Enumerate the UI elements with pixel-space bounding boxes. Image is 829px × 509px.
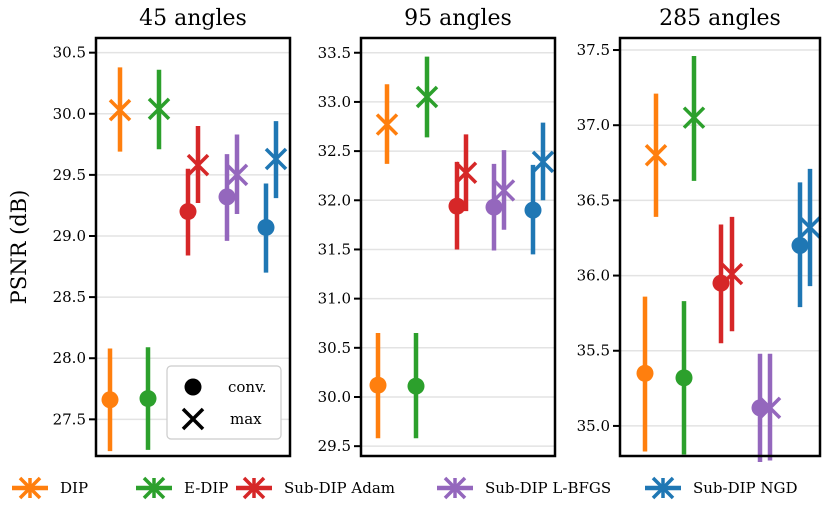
conv-point [448,197,466,215]
max-point [682,106,706,129]
series-sub-dip-l-bfgs [485,150,516,251]
series-e-dip [407,56,439,439]
legend-item-e-dip: E-DIP [136,476,228,500]
max-marker-icon [181,407,205,431]
legend-item-sub-dip-ngd: Sub-DIP NGD [645,476,798,500]
panel-title: 285 angles [659,6,781,31]
conv-point [791,236,809,254]
max-point [454,161,478,184]
panel-title: 45 angles [139,6,247,31]
max-point [531,150,555,174]
conv-point [407,377,425,395]
y-tick-label: 31.5 [318,240,351,258]
series-sub-dip-ngd [257,121,288,273]
max-point [375,113,399,136]
legend-item-sub-dip-adam: Sub-DIP Adam [236,476,395,500]
series-sub-dip-adam [179,126,210,256]
y-tick-label: 28.0 [53,349,86,367]
conv-marker-icon [184,378,202,396]
max-point [225,163,249,187]
panel-frame [94,36,292,458]
y-tick-label: 29.5 [318,437,351,455]
conv-point [139,390,157,408]
y-tick-label: 32.0 [318,191,351,209]
conv-point [524,201,542,219]
series-sub-dip-l-bfgs [218,134,249,241]
legend-label: Sub-DIP Adam [284,479,395,497]
series-e-dip [675,56,706,455]
panels: 27.5 28.0 28.5 29.0 29.5 30.0 30.5 45 angles con… [53,6,822,463]
panel-1: 27.5 28.0 28.5 29.0 29.5 30.0 30.5 45 angles con… [53,6,292,458]
legend-item-sub-dip-l-bfgs: Sub-DIP L-BFGS [437,476,611,500]
series-dip [369,84,399,439]
series-e-dip [139,69,171,450]
y-tick-label: 35.5 [577,342,610,360]
panel-frame [359,36,557,458]
legend-label: E-DIP [184,479,228,497]
y-axis-label: PSNR (dB) [7,190,31,305]
series-sub-dip-adam [448,134,478,250]
panel-frame [618,36,822,458]
max-legend-label: max [230,410,262,428]
max-point [758,396,782,420]
method-legend: DIP E-DIP Sub-DIP Adam Sub-DIP L-BFGS Sub-DI… [12,476,798,500]
series-sub-dip-ngd [524,122,555,255]
legend-item-dip: DIP [12,476,88,500]
conv-point [675,369,693,387]
max-point [644,144,668,167]
conv-point [101,391,119,409]
y-tick-label: 32.5 [318,142,351,160]
legend-label: DIP [60,479,88,497]
marker-legend: conv. max [166,365,282,440]
y-tick-label: 36.5 [577,191,610,209]
y-tick-label: 30.0 [318,388,351,406]
y-tick-label: 29.0 [53,227,86,245]
legend-label: Sub-DIP L-BFGS [485,479,611,497]
y-tick-label: 31.0 [318,290,351,308]
y-tick-label: 30.5 [53,44,86,62]
conv-point [179,203,197,221]
max-point [798,216,822,239]
max-point [264,147,288,171]
y-tick-label: 37.5 [577,41,610,59]
max-point [492,179,516,202]
y-tick-label: 37.0 [577,116,610,134]
max-point [186,153,210,177]
max-point [147,97,171,121]
panel-2: 29.5 30.0 30.5 31.0 31.5 32.0 32.5 33.0 33.5 95 a… [318,6,557,458]
series-dip [636,93,668,452]
y-tick-label: 33.5 [318,44,351,62]
legend-label: Sub-DIP NGD [693,479,798,497]
series-sub-dip-ngd [791,168,822,308]
y-tick-label: 29.5 [53,166,86,184]
y-tick-label: 33.0 [318,93,351,111]
series-dip [101,67,132,452]
conv-point [218,188,236,206]
series-sub-dip-l-bfgs [751,353,782,463]
y-tick-label: 28.5 [53,288,86,306]
y-tick-label: 36.0 [577,267,610,285]
conv-point [257,218,275,236]
conv-legend-label: conv. [228,378,267,396]
panel-3: 35.0 35.5 36.0 36.5 37.0 37.5 285 angles [577,6,822,463]
y-tick-label: 27.5 [53,410,86,428]
max-point [108,98,132,122]
series-sub-dip-adam [712,216,744,344]
panel-title: 95 angles [404,6,512,31]
y-tick-label: 30.0 [53,105,86,123]
max-point [720,262,744,286]
conv-point [636,364,654,382]
conv-point [369,376,387,394]
y-tick-label: 30.5 [318,339,351,357]
max-point [415,85,439,109]
conv-point [485,198,503,216]
y-tick-label: 35.0 [577,417,610,435]
